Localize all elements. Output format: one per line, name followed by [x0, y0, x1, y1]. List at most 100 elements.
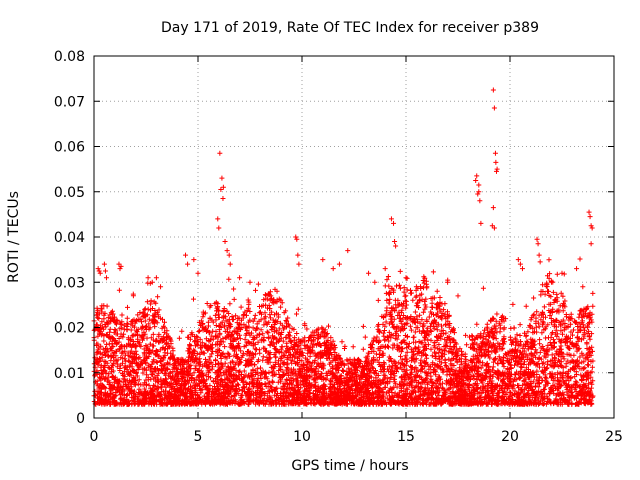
data-point — [149, 279, 155, 285]
data-point — [517, 261, 523, 267]
data-point — [392, 239, 398, 245]
data-point — [434, 288, 440, 294]
data-point — [475, 191, 481, 197]
x-tick-label: 15 — [397, 429, 415, 445]
data-point — [478, 220, 484, 226]
data-point — [476, 182, 482, 188]
data-point — [222, 239, 228, 245]
data-point — [537, 259, 543, 265]
data-point — [536, 252, 542, 258]
data-point — [320, 257, 326, 263]
data-point — [274, 288, 280, 294]
data-point — [403, 275, 409, 281]
data-point — [535, 241, 541, 247]
y-tick-label: 0.08 — [54, 49, 85, 65]
x-tick-label: 25 — [605, 429, 623, 445]
data-point — [295, 252, 301, 258]
y-tick-label: 0.01 — [54, 366, 85, 382]
data-point — [491, 225, 497, 231]
data-point — [587, 214, 593, 220]
data-point — [145, 275, 151, 281]
data-point — [183, 252, 189, 258]
data-point — [574, 266, 580, 272]
data-point — [586, 209, 592, 215]
data-point — [294, 236, 300, 242]
data-point — [476, 189, 482, 195]
data-point — [490, 87, 496, 93]
y-tick-label: 0.02 — [54, 321, 85, 337]
data-point — [559, 270, 565, 276]
data-point — [227, 261, 233, 267]
data-point — [494, 166, 500, 172]
data-point — [185, 261, 191, 267]
x-axis-ticks: 0 5 10 15 20 25 — [90, 56, 623, 445]
data-point — [580, 284, 586, 290]
data-point — [588, 223, 594, 229]
data-point — [215, 216, 221, 222]
data-point — [492, 150, 498, 156]
y-tick-label: 0.05 — [54, 185, 85, 201]
y-tick-label: 0.06 — [54, 140, 85, 156]
data-point — [296, 261, 302, 267]
data-point — [195, 270, 201, 276]
data-point — [366, 270, 372, 276]
x-axis-label: GPS time / hours — [291, 458, 408, 474]
data-point — [118, 263, 124, 269]
data-point — [393, 243, 399, 249]
data-point — [445, 279, 451, 285]
data-point — [345, 248, 351, 254]
x-tick-label: 5 — [194, 429, 203, 445]
data-points — [91, 87, 596, 407]
data-point — [589, 225, 595, 231]
data-point — [102, 268, 108, 274]
data-point — [103, 275, 109, 281]
data-point — [588, 241, 594, 247]
chart-title: Day 171 of 2019, Rate Of TEC Index for r… — [161, 20, 539, 36]
data-point — [216, 225, 222, 231]
y-axis-label: ROTI / TECUs — [6, 191, 22, 283]
data-point — [491, 105, 497, 111]
data-point — [224, 248, 230, 254]
data-point — [413, 284, 419, 290]
data-point — [158, 284, 164, 290]
data-point — [549, 279, 555, 285]
data-point — [388, 216, 394, 222]
data-point — [95, 266, 101, 272]
y-axis-ticks: 0 0.01 0.02 0.03 0.04 0.05 0.06 0.07 0.08 — [54, 49, 614, 427]
data-point — [191, 257, 197, 263]
roti-point-cloud — [91, 256, 596, 407]
data-point — [474, 173, 480, 179]
data-point — [424, 284, 430, 290]
y-tick-label: 0.04 — [54, 230, 85, 246]
data-point — [490, 205, 496, 211]
grid-lines — [94, 56, 614, 418]
data-point — [534, 236, 540, 242]
data-point — [220, 196, 226, 202]
data-point — [97, 270, 103, 276]
data-point — [247, 279, 253, 285]
data-point — [226, 252, 232, 258]
data-point — [153, 275, 159, 281]
data-point — [455, 293, 461, 299]
data-point — [101, 261, 107, 267]
data-point — [372, 279, 378, 285]
data-point — [218, 186, 224, 192]
x-tick-label: 0 — [90, 429, 99, 445]
data-point — [293, 234, 299, 240]
data-point — [336, 261, 342, 267]
data-point — [237, 275, 243, 281]
data-point — [220, 184, 226, 190]
data-point — [493, 159, 499, 165]
y-tick-label: 0.07 — [54, 94, 85, 110]
data-point — [493, 168, 499, 174]
data-point — [515, 257, 521, 263]
data-point — [217, 150, 223, 156]
y-tick-label: 0.03 — [54, 275, 85, 291]
data-point — [473, 177, 479, 183]
x-tick-label: 10 — [293, 429, 311, 445]
data-point — [117, 266, 123, 272]
data-point — [391, 220, 397, 226]
data-point — [382, 266, 388, 272]
data-point — [477, 198, 483, 204]
